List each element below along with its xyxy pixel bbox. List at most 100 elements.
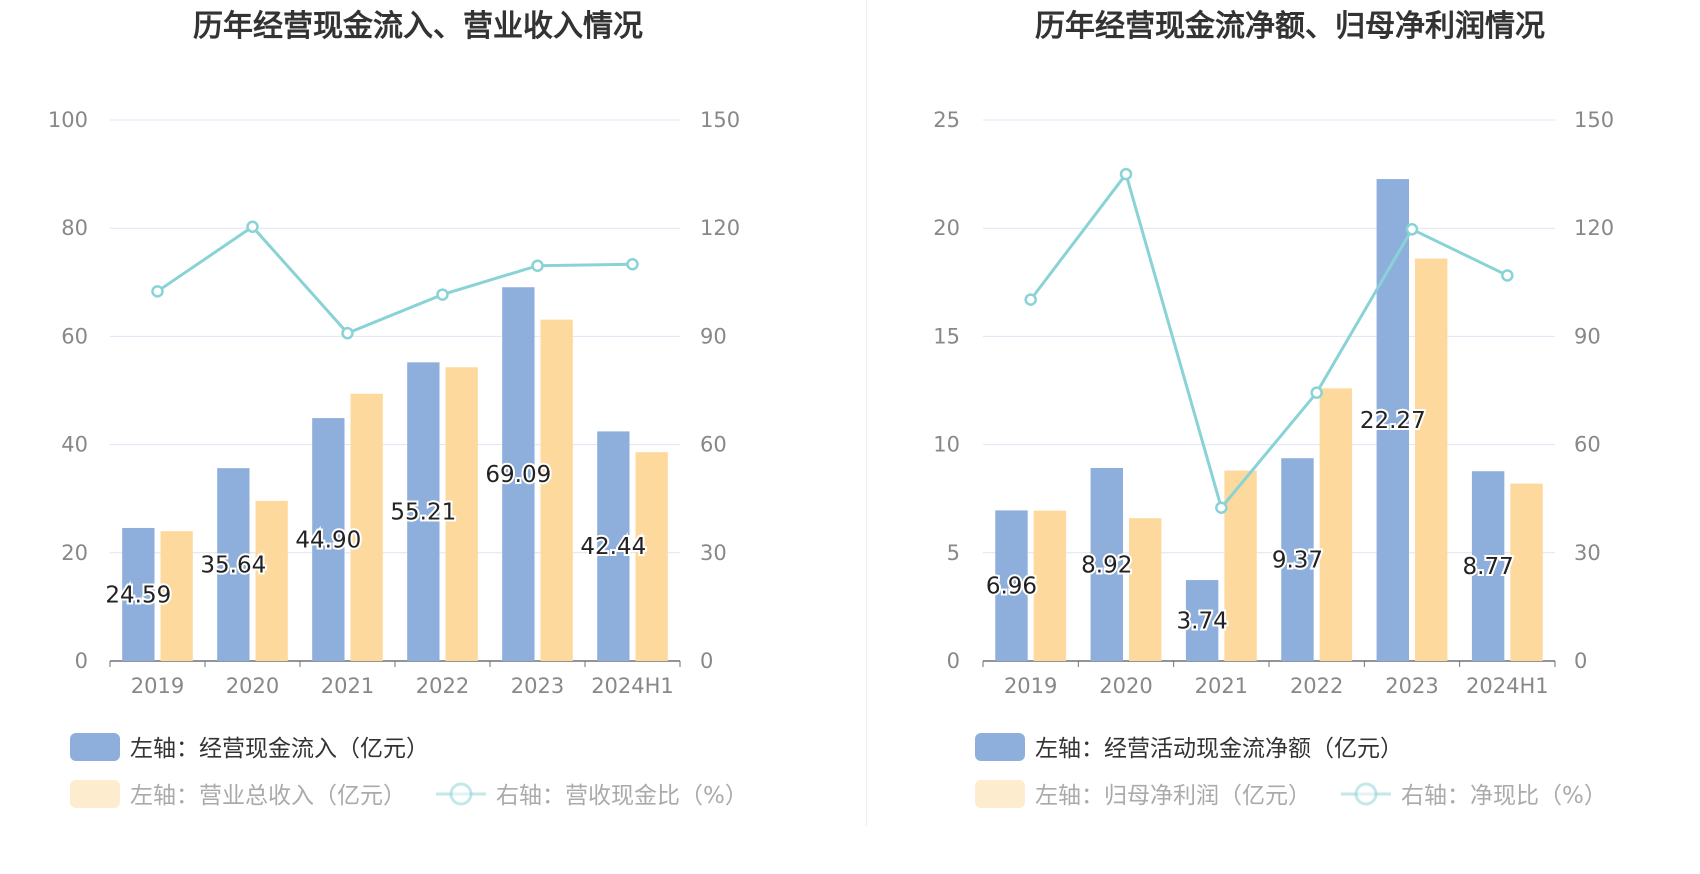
bar-2-secondary-2021: [1224, 470, 1257, 661]
legend-swatch-secondary: [70, 780, 120, 808]
line-point-2024H1: [1501, 269, 1514, 282]
line-point-2021: [341, 326, 354, 340]
right-axis-tick-label: 0: [700, 649, 713, 673]
left-axis-tick-label: 25: [933, 108, 960, 132]
x-axis-tick-label: 2020: [1099, 674, 1152, 698]
x-axis-tick-label: 2021: [321, 674, 374, 698]
left-axis-tick-label: 5: [947, 541, 960, 565]
bar-1-secondary-2020: [255, 500, 288, 661]
x-axis-tick-label: 2023: [511, 674, 564, 698]
right-axis-tick-label: 120: [700, 216, 740, 240]
bar-data-label: 24.59: [105, 582, 171, 608]
legend-label-secondary: 左轴：归母净利润（亿元）: [1035, 783, 1311, 809]
bar-1-secondary-2019: [160, 531, 193, 661]
bar-2-primary-2020: [1090, 467, 1123, 661]
left-axis-tick-label: 80: [61, 216, 88, 240]
right-axis-tick-label: 30: [1574, 541, 1601, 565]
right-axis-tick-label: 90: [700, 324, 727, 348]
bar-1-primary-2022: [407, 362, 440, 661]
bar-data-label: 8.77: [1463, 554, 1514, 580]
right-axis-tick-label: 60: [700, 433, 727, 457]
bar-1-secondary-2021: [350, 393, 383, 661]
bar-1-primary-2024H1: [597, 431, 630, 661]
bar-data-label: 44.90: [295, 528, 361, 554]
left-axis-tick-label: 20: [61, 541, 88, 565]
right-axis-tick-label: 90: [1574, 324, 1601, 348]
bar-2-secondary-2022: [1319, 388, 1353, 661]
bar-data-label: 42.44: [580, 534, 646, 560]
left-axis-tick-label: 15: [933, 324, 960, 348]
bar-data-label: 8.92: [1081, 552, 1132, 578]
bar-2-primary-2021: [1185, 580, 1219, 661]
bar-2-secondary-2019: [1033, 510, 1067, 661]
right-axis-tick-label: 0: [1574, 649, 1587, 673]
legend-line-marker-icon: [449, 782, 473, 806]
right-axis-tick-label: 30: [700, 541, 727, 565]
left-axis-tick-label: 0: [947, 649, 960, 673]
chart-title: 历年经营现金流入、营业收入情况: [193, 9, 643, 44]
bar-data-label: 6.96: [986, 574, 1037, 600]
bar-data-label: 22.27: [1360, 408, 1426, 434]
bar-1-secondary-2023: [540, 319, 573, 661]
right-axis-tick-label: 120: [1574, 216, 1614, 240]
line-series: [156, 224, 633, 335]
bar-data-label: 3.74: [1177, 609, 1228, 635]
bar-2-secondary-2020: [1129, 518, 1162, 661]
legend-swatch-primary: [975, 733, 1025, 761]
bar-data-label: 9.37: [1272, 548, 1323, 574]
line-point-2022: [436, 288, 449, 301]
x-axis-tick-label: 2024H1: [1466, 674, 1549, 698]
legend-line-marker-icon: [1354, 782, 1378, 806]
x-axis-tick-label: 2024H1: [591, 674, 674, 698]
left-axis-tick-label: 0: [75, 649, 88, 673]
legend-label-line: 右轴：净现比（%）: [1401, 783, 1607, 809]
line-series: [1029, 170, 1508, 511]
bar-data-label: 35.64: [200, 553, 266, 579]
line-point-2022: [1310, 386, 1323, 399]
line-point-2019: [1024, 293, 1037, 306]
bar-1-primary-2019: [122, 527, 155, 661]
line-point-2020: [1119, 167, 1133, 181]
x-axis-tick-label: 2022: [1290, 674, 1343, 698]
right-axis-tick-label: 150: [1574, 108, 1614, 132]
legend-swatch-primary: [70, 733, 120, 761]
bar-2-primary-2024H1: [1471, 471, 1505, 661]
bar-1-primary-2023: [502, 287, 535, 661]
panel-divider: [866, 0, 867, 826]
left-axis-tick-label: 100: [48, 108, 88, 132]
x-axis-tick-label: 2023: [1385, 674, 1438, 698]
bar-data-label: 55.21: [390, 500, 456, 526]
chart-panel-2: 历年经营现金流净额、归母净利润情况 0 5 10 15 20 25 0 30 60 90 120 150…: [933, 9, 1614, 809]
left-axis-tick-label: 60: [61, 324, 88, 348]
legend-label-primary: 左轴：经营现金流入（亿元）: [130, 736, 429, 762]
left-axis-tick-label: 40: [61, 433, 88, 457]
x-axis-tick-label: 2019: [1004, 674, 1057, 698]
left-axis-tick-label: 10: [933, 433, 960, 457]
bar-1-secondary-2024H1: [635, 452, 668, 661]
right-axis-tick-label: 60: [1574, 433, 1601, 457]
chart-panel-1: 历年经营现金流入、营业收入情况 0 20 40 60 80 100 0 30 60 90 120 150…: [48, 9, 748, 809]
line-point-2020: [246, 220, 259, 234]
bar-1-primary-2021: [312, 418, 345, 661]
x-axis-tick-label: 2022: [416, 674, 469, 698]
left-axis-tick-label: 20: [933, 216, 960, 240]
bar-2-primary-2022: [1281, 458, 1314, 661]
x-axis-tick-label: 2021: [1195, 674, 1248, 698]
line-point-2021: [1215, 501, 1228, 514]
right-axis-tick-label: 150: [700, 108, 740, 132]
bar-data-label: 69.09: [485, 462, 551, 488]
legend-label-primary: 左轴：经营活动现金流净额（亿元）: [1035, 736, 1403, 762]
bar-2-secondary-2023: [1415, 258, 1448, 661]
line-point-2023: [1405, 223, 1419, 236]
x-axis-tick-label: 2020: [226, 674, 279, 698]
bar-2-primary-2019: [995, 510, 1028, 661]
bar-2-secondary-2024H1: [1510, 483, 1543, 661]
legend-swatch-secondary: [975, 780, 1025, 808]
legend-label-secondary: 左轴：营业总收入（亿元）: [130, 783, 406, 809]
line-point-2023: [531, 259, 544, 272]
chart-title: 历年经营现金流净额、归母净利润情况: [1035, 9, 1545, 44]
x-axis-tick-label: 2019: [131, 674, 184, 698]
line-point-2024H1: [626, 258, 639, 271]
bar-1-secondary-2022: [445, 367, 478, 661]
